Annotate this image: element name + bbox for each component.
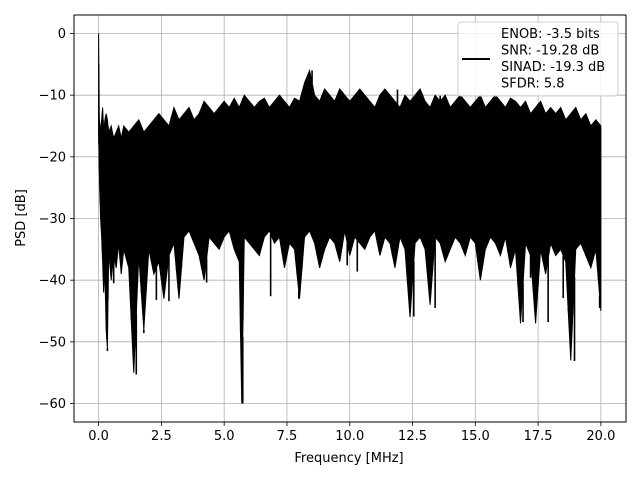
y-axis: 0 −10 −20 −30 −40 −50 −60 [39, 27, 74, 412]
y-tick-label: −10 [39, 89, 66, 104]
x-tick-label: 0.0 [88, 429, 109, 444]
y-tick-label: −40 [39, 274, 66, 289]
x-tick-label: 15.0 [461, 429, 490, 444]
x-tick-label: 2.5 [151, 429, 172, 444]
legend-line: SNR: -19.28 dB [501, 44, 599, 59]
legend-line: SFDR: 5.8 [501, 77, 565, 92]
x-axis: 0.0 2.5 5.0 7.5 10.0 12.5 15.0 17.5 20.0 [88, 422, 615, 444]
y-tick-label: −30 [39, 212, 66, 227]
psd-noise-band [98, 33, 602, 404]
legend-label: ENOB: -3.5 bits SNR: -19.28 dB SINAD: -19.… [501, 27, 605, 92]
x-tick-label: 7.5 [277, 429, 298, 444]
x-axis-label: Frequency [MHz] [294, 451, 403, 466]
x-tick-label: 5.0 [214, 429, 235, 444]
y-tick-label: 0 [58, 27, 66, 42]
legend: ENOB: -3.5 bits SNR: -19.28 dB SINAD: -19.… [457, 21, 619, 97]
x-tick-label: 10.0 [335, 429, 364, 444]
y-axis-label: PSD [dB] [14, 189, 29, 247]
y-tick-label: −50 [39, 335, 66, 350]
legend-box [457, 21, 619, 97]
y-tick-label: −20 [39, 150, 66, 165]
legend-line: SINAD: -19.3 dB [501, 60, 605, 75]
x-tick-label: 20.0 [586, 429, 615, 444]
x-tick-label: 17.5 [524, 429, 553, 444]
legend-line: ENOB: -3.5 bits [501, 27, 600, 42]
series-layer [98, 33, 602, 404]
y-tick-label: −60 [39, 397, 66, 412]
x-tick-label: 12.5 [398, 429, 427, 444]
